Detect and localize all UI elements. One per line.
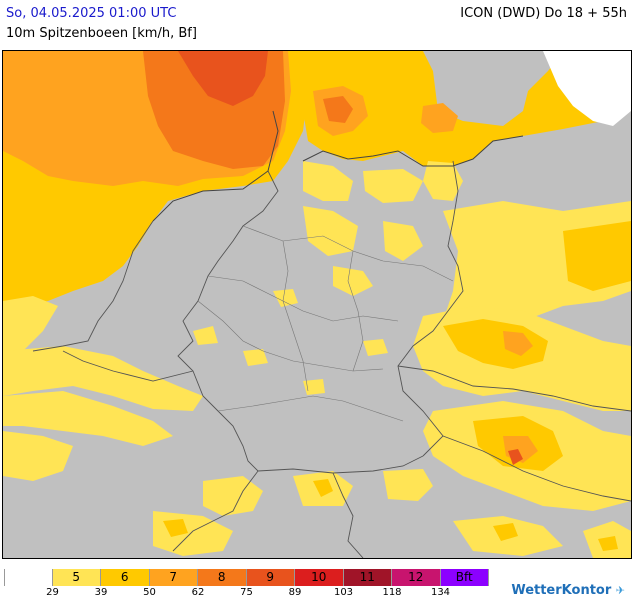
coastline: [152, 110, 524, 222]
legend-ticks: 29 39 50 62 75 89 103 118 134: [4, 587, 504, 600]
central-germany-band: [303, 206, 423, 296]
benelux-band: [3, 346, 203, 411]
legend-tick: 75: [240, 587, 253, 598]
east-band-orange: [563, 221, 631, 291]
legend-tick: 29: [46, 587, 59, 598]
legend-tick: 89: [288, 587, 302, 598]
southwest-band: [3, 431, 73, 481]
alps-gold-spots: [163, 479, 618, 551]
austria-peak: [508, 449, 523, 465]
sweden-white-area: [543, 51, 631, 126]
country-borders: [32, 160, 631, 558]
france-north-band: [3, 391, 173, 446]
legend-cell: 5: [52, 569, 101, 586]
forecast-date: So, 04.05.2025 01:00 UTC: [6, 6, 177, 21]
wind-gust-map[interactable]: [2, 50, 632, 559]
wetterkontor-logo[interactable]: WetterKontor ✈: [511, 583, 625, 598]
legend-cell: 11: [343, 569, 392, 586]
bornholm-zone: [421, 103, 458, 133]
north-sea-peak-zone: [178, 51, 268, 106]
map-canvas: [3, 51, 631, 558]
czech-orange: [503, 331, 533, 356]
legend-tick: 103: [333, 587, 354, 598]
legend-tick: 50: [143, 587, 156, 598]
state-borders: [197, 225, 454, 422]
legend-cell: 6: [101, 569, 150, 586]
parameter-title: 10m Spitzenboeen [km/h, Bf]: [6, 26, 197, 41]
danish-strong-zone: [323, 96, 353, 123]
legend-bar: 5 6 7 8 9 10 11 12 Bft: [4, 569, 489, 586]
legend-cell: 8: [198, 569, 247, 586]
legend-cell: [4, 569, 53, 586]
czech-gold: [443, 319, 548, 369]
legend-cell: 9: [246, 569, 295, 586]
legend-tick: 134: [430, 587, 451, 598]
legend-cell: 7: [149, 569, 198, 586]
legend-tick: 62: [191, 587, 205, 598]
brand-name: WetterKontor: [511, 583, 612, 598]
legend-tick: 118: [382, 587, 402, 598]
north-germany-patches: [303, 161, 463, 203]
legend-tick: 39: [94, 587, 108, 598]
legend-cell: 10: [295, 569, 344, 586]
western-fringe-zone: [3, 296, 58, 351]
brand-mark-icon: ✈: [615, 584, 625, 597]
legend-cell: Bft: [440, 569, 489, 586]
model-run-label: ICON (DWD) Do 18 + 55h: [460, 6, 627, 21]
baltic-gust-zone: [303, 51, 631, 166]
legend-cell: 12: [392, 569, 441, 586]
